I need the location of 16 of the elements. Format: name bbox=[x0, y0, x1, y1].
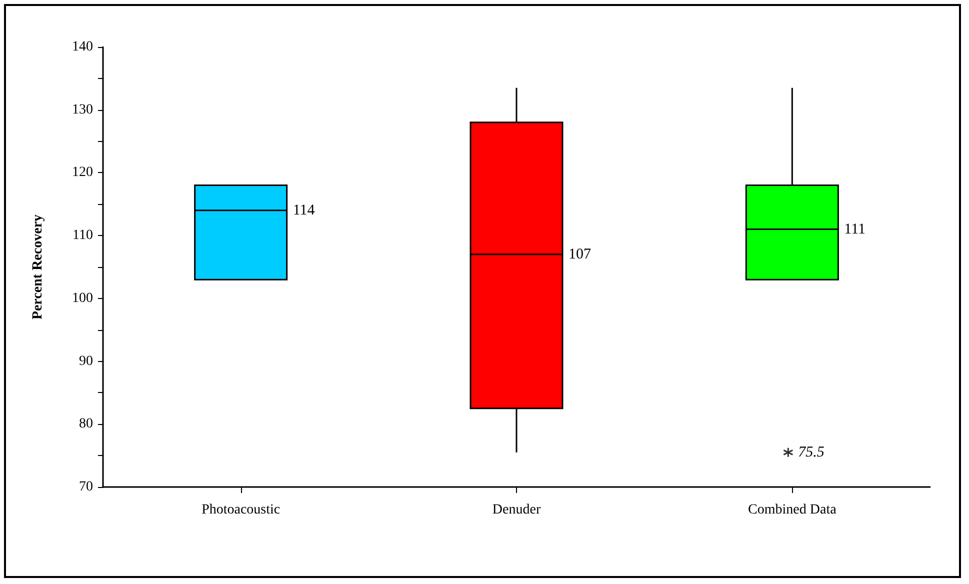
annotation: 75.5 bbox=[798, 444, 825, 460]
x-tick-label: Denuder bbox=[492, 502, 541, 518]
y-tick-label: 80 bbox=[79, 416, 93, 432]
x-tick-label: Combined Data bbox=[748, 502, 838, 518]
y-axis-title: Percent Recovery bbox=[30, 214, 46, 320]
annotation: 111 bbox=[844, 221, 866, 238]
y-tick-label: 70 bbox=[79, 480, 93, 494]
y-tick-label: 120 bbox=[72, 165, 93, 180]
x-tick-label: Photoacoustic bbox=[202, 502, 280, 518]
y-tick-label: 110 bbox=[72, 228, 93, 244]
y-tick-label: 90 bbox=[79, 354, 93, 369]
y-tick-label: 140 bbox=[72, 40, 93, 54]
annotation: 107 bbox=[568, 246, 592, 262]
y-tick-label: 130 bbox=[72, 102, 93, 118]
y-tick-label: 100 bbox=[72, 290, 93, 306]
annotation: 114 bbox=[292, 202, 316, 218]
